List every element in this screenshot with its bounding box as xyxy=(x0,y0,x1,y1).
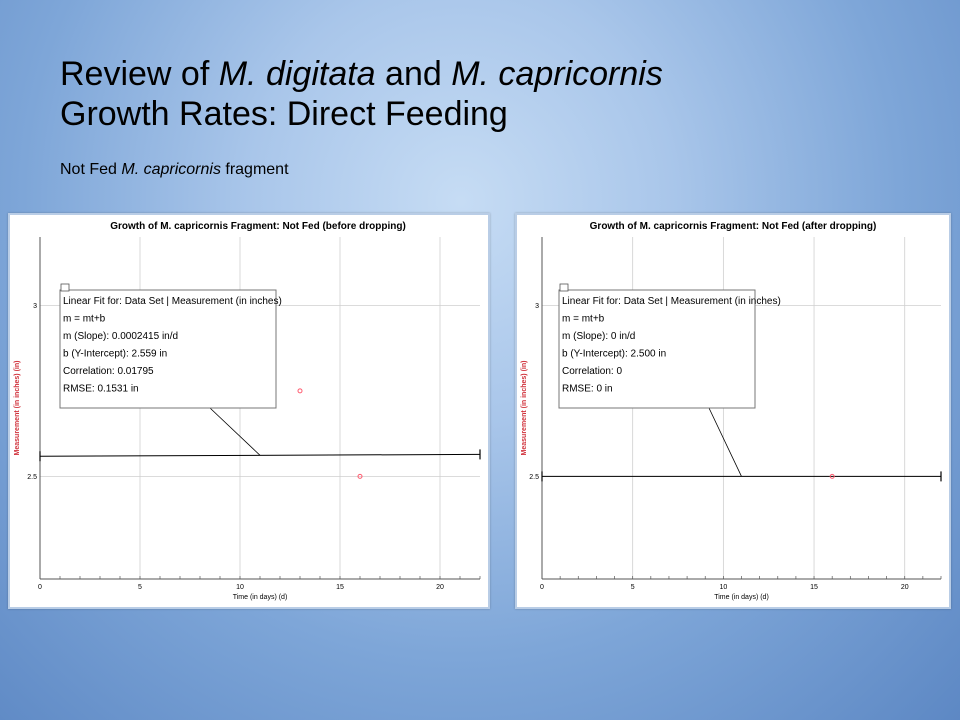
x-tick-label: 5 xyxy=(631,584,635,591)
annotation-handle-icon xyxy=(60,283,70,292)
annotation-line: Correlation: 0 xyxy=(562,366,622,377)
data-point xyxy=(297,388,303,394)
annotation-leader xyxy=(209,407,261,456)
y-tick-label: 2.5 xyxy=(529,474,539,481)
x-tick-label: 5 xyxy=(138,584,142,591)
annotation-line: m (Slope): 0 in/d xyxy=(562,331,635,342)
annotation-line: RMSE: 0.1531 in xyxy=(63,384,139,395)
annotation-line: RMSE: 0 in xyxy=(562,384,613,395)
slide-subtitle: Not Fed M. capricornis fragment xyxy=(60,161,289,178)
annotation-box xyxy=(59,289,277,409)
annotation-line: m (Slope): 0.0002415 in/d xyxy=(63,331,178,342)
annotation-line: m = mt+b xyxy=(63,314,106,325)
x-tick-label: 0 xyxy=(38,584,42,591)
y-axis-label: Measurement (in inches) (in) xyxy=(521,361,528,456)
x-axis-label: Time (in days) (d) xyxy=(233,594,288,601)
data-point xyxy=(829,473,835,479)
chart-title: Growth of M. capricornis Fragment: Not F… xyxy=(590,221,877,232)
y-axis-label: Measurement (in inches) (in) xyxy=(14,361,21,456)
annotation-handle-icon xyxy=(559,283,569,292)
x-tick-label: 10 xyxy=(719,584,727,591)
x-tick-label: 10 xyxy=(236,584,244,591)
annotation-line: m = mt+b xyxy=(562,314,605,325)
x-axis-label: Time (in days) (d) xyxy=(714,594,769,601)
annotation-leader xyxy=(708,407,742,477)
annotation-line: b (Y-Intercept): 2.500 in xyxy=(562,349,666,360)
y-tick-label: 3 xyxy=(535,303,539,310)
chart-title: Growth of M. capricornis Fragment: Not F… xyxy=(110,221,406,232)
annotation-line: b (Y-Intercept): 2.559 in xyxy=(63,349,167,360)
chart-before-svg: Growth of M. capricornis Fragment: Not F… xyxy=(14,221,481,601)
chart-panel-before: Growth of M. capricornis Fragment: Not F… xyxy=(8,213,490,609)
y-tick-label: 2.5 xyxy=(27,474,37,481)
y-tick-label: 3 xyxy=(33,303,37,310)
chart-panel-after: Growth of M. capricornis Fragment: Not F… xyxy=(515,213,951,609)
title-line-2: Growth Rates: Direct Feeding xyxy=(60,95,508,133)
annotation-line: Linear Fit for: Data Set | Measurement (… xyxy=(562,296,781,307)
x-tick-label: 15 xyxy=(810,584,818,591)
x-tick-label: 20 xyxy=(436,584,444,591)
annotation-line: Correlation: 0.01795 xyxy=(63,366,154,377)
x-tick-label: 20 xyxy=(901,584,909,591)
annotation-line: Linear Fit for: Data Set | Measurement (… xyxy=(63,296,282,307)
title-line-1: Review of M. digitata and M. capricornis xyxy=(60,55,663,93)
slide-title: Review of M. digitata and M. capricornis… xyxy=(60,54,920,134)
x-tick-label: 15 xyxy=(336,584,344,591)
annotation-box xyxy=(558,289,756,409)
data-point xyxy=(357,473,363,479)
chart-after-svg: Growth of M. capricornis Fragment: Not F… xyxy=(521,221,942,601)
x-tick-label: 0 xyxy=(540,584,544,591)
